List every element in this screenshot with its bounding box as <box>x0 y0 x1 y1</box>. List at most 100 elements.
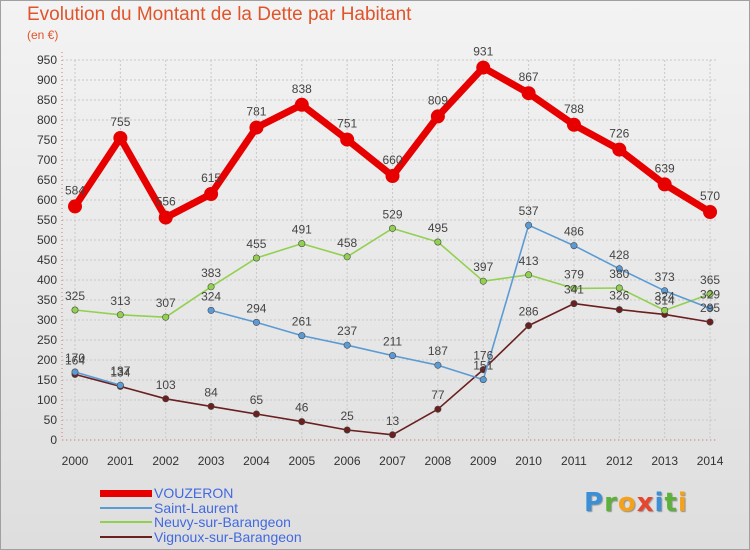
data-label: 134 <box>110 365 130 379</box>
legend-label: Saint-Laurent <box>154 499 239 516</box>
legend-swatch <box>100 535 152 538</box>
data-point <box>479 277 487 285</box>
data-point <box>252 318 260 326</box>
data-point <box>162 395 170 403</box>
logo-letter: x <box>636 488 655 518</box>
data-label: 84 <box>204 385 218 399</box>
x-tick-label: 2010 <box>515 454 542 468</box>
data-label: 307 <box>156 296 176 310</box>
data-label: 383 <box>201 266 221 280</box>
x-tick-label: 2009 <box>470 454 497 468</box>
data-label: 170 <box>65 351 85 365</box>
data-label: 151 <box>473 359 493 373</box>
data-point <box>68 199 82 214</box>
data-label: 486 <box>564 225 584 239</box>
data-point <box>612 142 627 157</box>
x-tick-label: 2012 <box>606 454 633 468</box>
logo-letter: P <box>584 488 605 518</box>
data-label: 751 <box>337 117 357 131</box>
x-tick-label: 2001 <box>107 454 134 468</box>
data-label: 187 <box>428 344 448 358</box>
data-point <box>525 322 533 330</box>
x-tick-label: 2004 <box>243 454 270 468</box>
x-tick-label: 2005 <box>288 454 315 468</box>
data-label: 458 <box>337 236 357 250</box>
data-label: 237 <box>337 324 357 338</box>
y-tick-label: 800 <box>37 113 57 127</box>
data-label: 314 <box>655 293 675 307</box>
y-tick-label: 50 <box>44 413 58 427</box>
data-point <box>434 405 442 413</box>
data-point <box>706 290 714 298</box>
data-point <box>615 284 623 292</box>
data-point <box>162 313 170 321</box>
data-point <box>706 304 714 312</box>
data-point <box>389 224 397 232</box>
x-tick-label: 2006 <box>334 454 361 468</box>
data-label: 428 <box>609 248 629 262</box>
data-label: 46 <box>295 401 309 415</box>
data-label: 137 <box>110 364 130 378</box>
data-point <box>252 410 260 418</box>
x-tick-label: 2000 <box>62 454 89 468</box>
data-label: 326 <box>609 289 629 303</box>
data-label: 380 <box>609 267 629 281</box>
y-tick-label: 600 <box>37 193 57 207</box>
y-tick-label: 700 <box>37 153 57 167</box>
data-label: 176 <box>473 349 493 363</box>
data-label: 660 <box>383 153 403 167</box>
data-point <box>615 265 623 273</box>
proxiti-logo: Proxiti <box>584 488 688 518</box>
data-label: 13 <box>386 414 400 428</box>
data-point <box>521 86 536 101</box>
data-point <box>116 311 124 319</box>
data-point <box>430 109 445 124</box>
data-label: 261 <box>292 315 312 329</box>
data-label: 537 <box>519 204 539 218</box>
data-point <box>249 120 264 135</box>
y-tick-label: 950 <box>37 53 57 67</box>
data-point <box>570 300 578 308</box>
data-point <box>207 306 215 314</box>
data-label: 809 <box>428 93 448 107</box>
data-point <box>298 332 306 340</box>
data-point <box>252 254 260 262</box>
logo-letter: t <box>664 488 678 518</box>
data-label: 570 <box>700 189 720 203</box>
data-point <box>479 376 487 384</box>
data-label: 379 <box>564 267 584 281</box>
data-label: 25 <box>340 409 354 423</box>
y-tick-label: 750 <box>37 133 57 147</box>
data-label: 286 <box>519 305 539 319</box>
data-label: 495 <box>428 221 448 235</box>
x-tick-label: 2003 <box>198 454 225 468</box>
y-tick-label: 900 <box>37 73 57 87</box>
data-label: 397 <box>473 260 493 274</box>
series-line <box>74 224 711 386</box>
data-point <box>343 341 351 349</box>
axes: 0 50 100 150 200 250 300 350 400 450 500 550 600 650 7… <box>37 52 724 468</box>
logo-letter: i <box>677 488 688 518</box>
y-tick-label: 550 <box>37 213 57 227</box>
data-point <box>566 117 581 132</box>
y-tick-label: 200 <box>37 353 57 367</box>
data-label: 341 <box>564 283 584 297</box>
data-label: 788 <box>564 102 584 116</box>
x-tick-label: 2014 <box>697 454 724 468</box>
data-point <box>525 271 533 279</box>
data-label: 329 <box>700 287 720 301</box>
data-label: 294 <box>246 301 266 315</box>
data-point <box>389 352 397 360</box>
legend-label: Vignoux-sur-Barangeon <box>154 528 302 545</box>
data-label: 65 <box>250 393 264 407</box>
data-label: 295 <box>700 301 720 315</box>
data-label: 373 <box>655 270 675 284</box>
data-point <box>706 318 714 326</box>
data-point <box>343 426 351 434</box>
x-tick-label: 2011 <box>561 454 587 468</box>
data-point <box>657 177 672 192</box>
data-label: 491 <box>292 223 312 237</box>
data-label: 324 <box>201 289 221 303</box>
data-label: 325 <box>65 289 85 303</box>
